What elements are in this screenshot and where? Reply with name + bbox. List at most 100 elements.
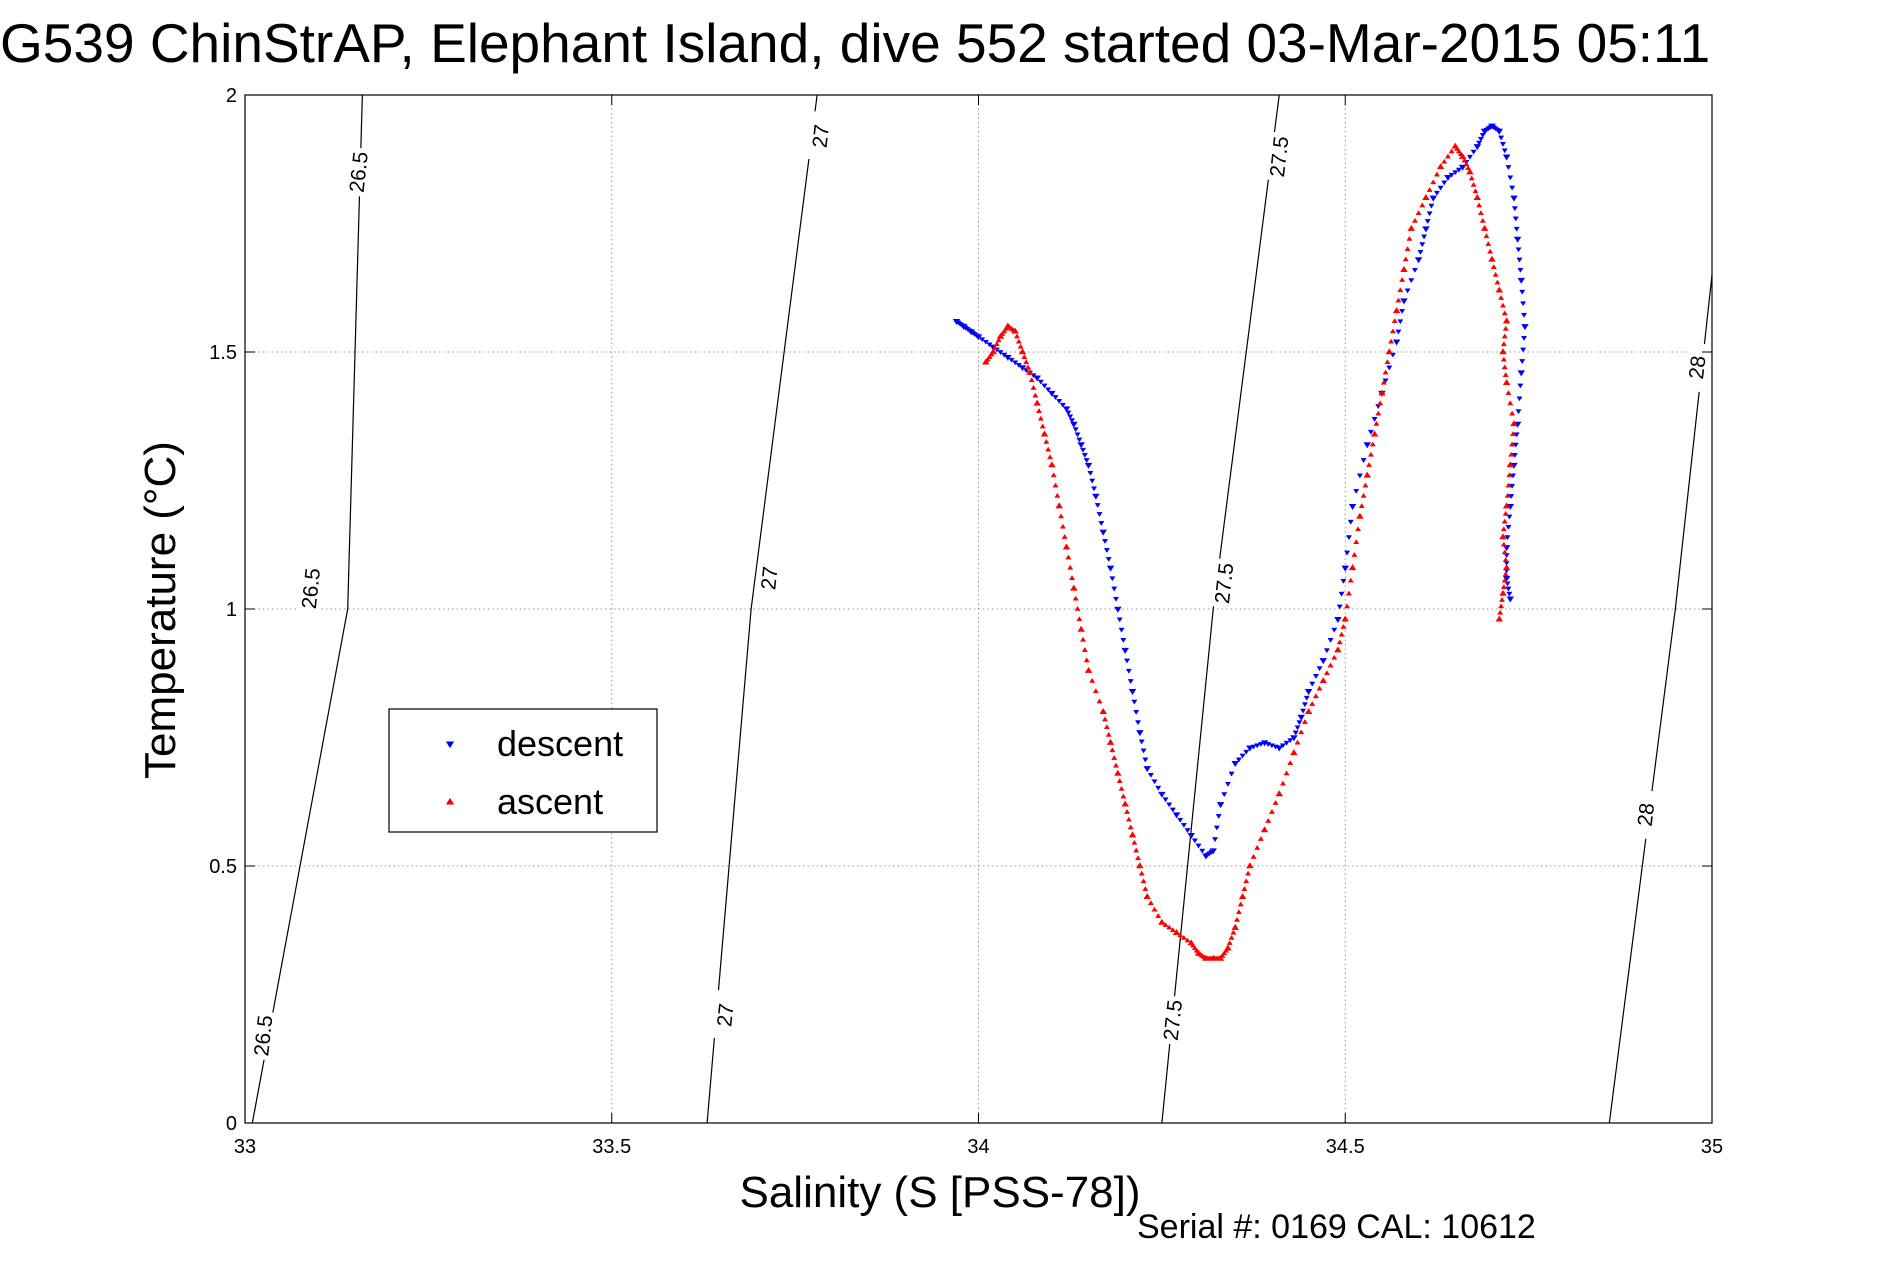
isopycnal-label-bg xyxy=(807,111,835,162)
ascent-point xyxy=(1380,379,1387,385)
ascent-point xyxy=(1140,878,1147,884)
descent-point xyxy=(1515,409,1522,415)
descent-point xyxy=(1138,739,1145,745)
descent-point xyxy=(1096,512,1103,517)
isopycnal-label-bg xyxy=(1210,558,1238,609)
ascent-point xyxy=(1250,853,1257,859)
descent-point xyxy=(1116,617,1123,623)
ascent-point xyxy=(1472,188,1479,194)
ascent-point xyxy=(1499,589,1507,596)
ascent-point xyxy=(1331,654,1338,660)
grid xyxy=(245,95,1712,1123)
ascent-point xyxy=(1479,217,1486,223)
descent-point xyxy=(1070,421,1078,428)
descent-point xyxy=(1140,748,1147,754)
ascent-point xyxy=(1355,526,1362,532)
ascent-point xyxy=(1238,893,1247,900)
descent-point xyxy=(1502,545,1511,552)
ascent-point xyxy=(1377,400,1384,406)
ascent-point xyxy=(1243,878,1250,884)
isopycnal-label-bg xyxy=(1159,995,1187,1046)
ascent-point xyxy=(1411,217,1418,223)
ascent-point xyxy=(1030,384,1037,390)
ascent-point xyxy=(1059,523,1066,529)
ascent-point xyxy=(1498,603,1505,609)
descent-point xyxy=(1114,606,1122,613)
isopycnal-contours: 26.5 26.5 26.5 27 27 27 27.5 27.5 27.5 28 28 xyxy=(249,94,1713,1124)
ascent-point xyxy=(1426,187,1433,192)
descent-point xyxy=(1367,429,1374,435)
descent-point xyxy=(1517,383,1524,389)
ascent-point xyxy=(1476,202,1483,208)
ascent-point xyxy=(1470,181,1477,187)
ascent-point xyxy=(1353,539,1360,544)
descent-point xyxy=(1067,414,1074,420)
legend-label-descent: descent xyxy=(497,723,623,764)
descent-point xyxy=(1408,278,1415,284)
ascent-point xyxy=(1114,769,1122,776)
ascent-point xyxy=(1500,541,1507,547)
ascent-point xyxy=(1037,415,1044,421)
descent-point xyxy=(1209,848,1217,855)
ascent-point xyxy=(1502,564,1511,571)
descent-point xyxy=(1421,234,1428,240)
ascent-point xyxy=(1483,233,1490,239)
ascent-point xyxy=(1366,462,1373,467)
ascent-point xyxy=(1272,799,1279,805)
descent-point xyxy=(974,334,983,341)
descent-point xyxy=(1121,647,1129,654)
ascent-point xyxy=(1275,790,1283,797)
descent-point xyxy=(1424,219,1431,225)
ascent-point xyxy=(1089,677,1096,683)
ascent-point xyxy=(1083,657,1090,663)
descent-point xyxy=(1180,823,1187,828)
descent-point xyxy=(1336,604,1343,610)
ascent-point xyxy=(1347,577,1354,583)
ascent-point xyxy=(1055,502,1063,509)
descent-point xyxy=(1231,760,1239,767)
descent-point xyxy=(1513,432,1520,438)
ascent-point xyxy=(1501,577,1508,583)
ascent-point xyxy=(1502,557,1509,562)
ascent-point xyxy=(1134,855,1142,861)
descent-point xyxy=(1348,503,1357,510)
ascent-point xyxy=(1348,564,1357,571)
ascent-point xyxy=(993,341,1000,347)
ascent-point xyxy=(1500,526,1507,532)
ascent-point xyxy=(1112,762,1120,768)
ascent-point xyxy=(1400,265,1408,272)
legend-marker-descent xyxy=(445,741,455,749)
x-tick-label: 34.5 xyxy=(1326,1136,1365,1158)
descent-point xyxy=(1520,347,1527,353)
isopycnal-line xyxy=(706,94,818,1124)
descent-point xyxy=(1123,658,1131,664)
ascent-point xyxy=(1026,368,1034,375)
ascent-point xyxy=(1072,595,1079,601)
ascent-point xyxy=(1103,724,1110,730)
y-tick-label: 0.5 xyxy=(209,856,237,878)
ascent-point xyxy=(1501,549,1508,555)
isopycnal-label: 26.5 xyxy=(250,1014,277,1057)
descent-point xyxy=(1018,365,1027,372)
descent-point xyxy=(1511,452,1518,458)
descent-point xyxy=(1414,257,1423,264)
x-axis-label: Salinity (S [PSS-78]) xyxy=(739,1168,1140,1217)
ascent-point xyxy=(1395,297,1402,303)
ascent-point xyxy=(1136,862,1144,869)
ascent-point xyxy=(1111,754,1118,760)
descent-point xyxy=(1169,807,1176,813)
ascent-point xyxy=(1121,800,1129,807)
ascent-point xyxy=(1397,287,1404,293)
descent-point xyxy=(1131,699,1138,705)
ascent-point xyxy=(1169,927,1176,933)
ascent-point xyxy=(1268,808,1275,814)
descent-point xyxy=(1334,617,1342,624)
ascent-point xyxy=(1155,913,1162,918)
descent-point xyxy=(1501,148,1508,154)
ascent-point xyxy=(1131,839,1138,845)
descent-point xyxy=(1426,211,1433,217)
descent-point xyxy=(1520,301,1527,307)
ascent-point xyxy=(1138,870,1145,876)
descent-point xyxy=(1216,802,1225,809)
